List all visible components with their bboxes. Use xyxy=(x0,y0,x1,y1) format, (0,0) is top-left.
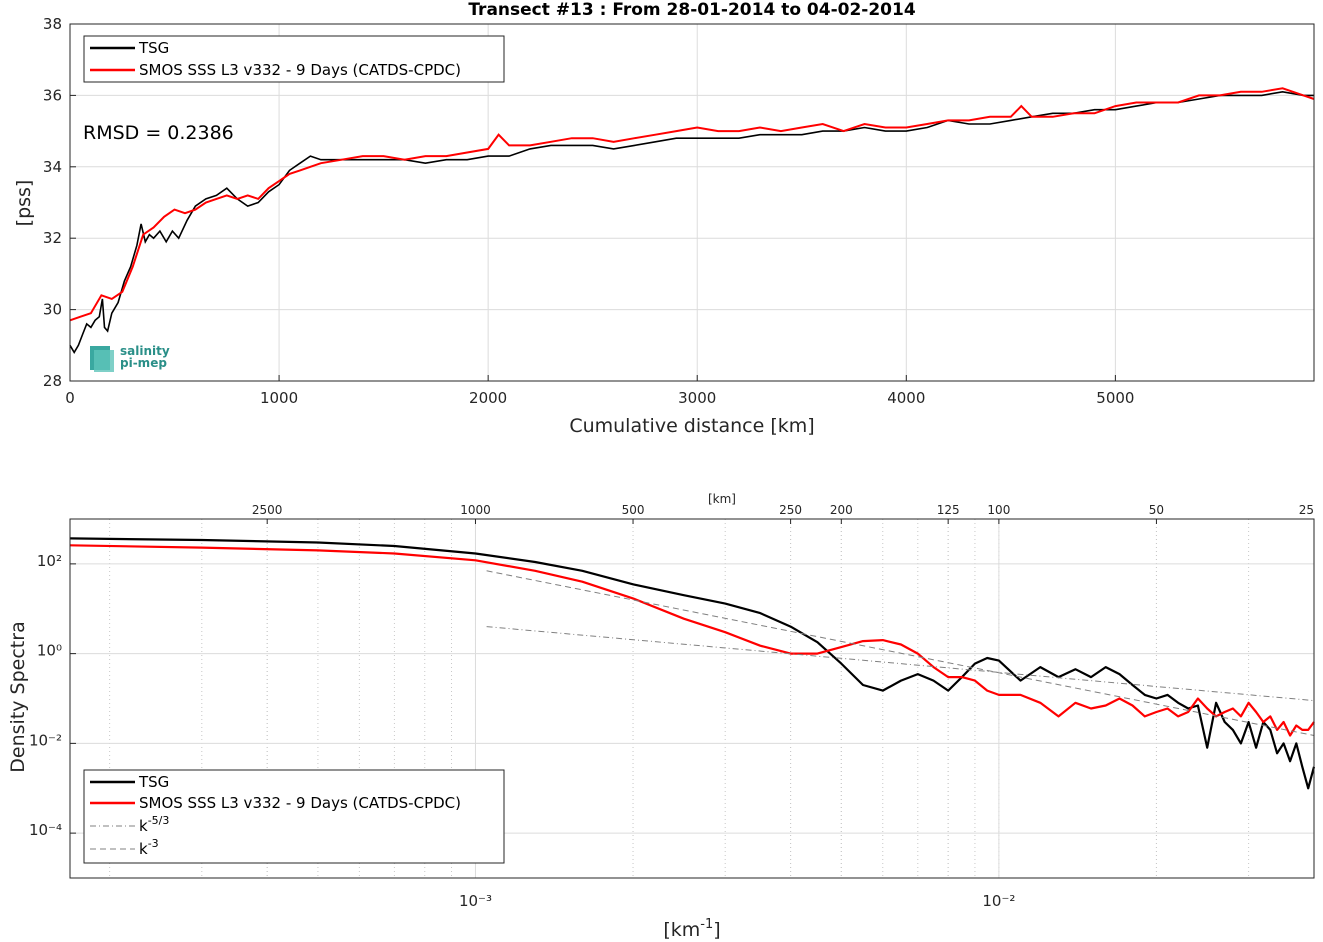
spectra-legend-smos: SMOS SSS L3 v332 - 9 Days (CATDS-CPDC) xyxy=(139,794,461,812)
logo-text-pi-mep: pi-mep xyxy=(120,356,167,370)
spectra-chart: 10⁻³ 10⁻² 10⁻⁴ 10⁻² 10⁰ 10² 2500 1000 500 250 200 1… xyxy=(7,492,1316,941)
salinity-chart-title: Transect #13 : From 28-01-2014 to 04-02-… xyxy=(468,0,916,20)
spectra-y-axis-label: Density Spectra xyxy=(7,621,29,772)
salinity-tick-labels: 0 1000 2000 3000 4000 5000 28 30 32 34 36 38 xyxy=(43,15,1135,407)
spectra-x-tick-label: 10⁻³ xyxy=(459,892,492,910)
salinity-series-smos-line xyxy=(69,87,1315,322)
logo-text-salinity: salinity xyxy=(120,344,170,358)
spectra-top-tick-label: 25 xyxy=(1299,503,1314,517)
spectra-tick-labels: 10⁻³ 10⁻² 10⁻⁴ 10⁻² 10⁰ 10² 2500 1000 500 250 200 1… xyxy=(29,503,1315,910)
salinity-y-tick-label: 36 xyxy=(43,86,62,104)
salinity-y-tick-label: 30 xyxy=(43,301,62,319)
spectra-top-tick-label: 500 xyxy=(622,503,645,517)
salinity-chart: Transect #13 : From 28-01-2014 to 04-02-… xyxy=(13,0,1315,437)
salinity-y-tick-label: 32 xyxy=(43,229,62,247)
spectra-top-tick-label: 125 xyxy=(937,503,960,517)
salinity-series xyxy=(69,87,1315,354)
spectra-top-axis-label: [km] xyxy=(708,492,736,506)
salinity-x-tick-label: 4000 xyxy=(887,389,925,407)
spectra-series xyxy=(69,537,1316,790)
spectra-series-k53-line xyxy=(486,626,1315,702)
spectra-y-tick-label: 10⁻⁴ xyxy=(29,821,62,839)
spectra-top-tick-label: 200 xyxy=(830,503,853,517)
salinity-x-tick-label: 3000 xyxy=(678,389,716,407)
salinity-plot-frame xyxy=(69,23,1315,382)
rmsd-annotation: RMSD = 0.2386 xyxy=(83,122,234,144)
spectra-plot-frame xyxy=(69,518,1315,879)
spectra-y-tick-label: 10⁰ xyxy=(37,642,62,660)
spectra-x-tick-label: 10⁻² xyxy=(982,892,1015,910)
salinity-legend-tsg: TSG xyxy=(138,39,169,57)
spectra-legend-tsg: TSG xyxy=(138,773,169,791)
salinity-x-tick-label: 0 xyxy=(65,389,75,407)
salinity-x-tick-label: 2000 xyxy=(469,389,507,407)
spectra-y-tick-label: 10² xyxy=(37,552,62,570)
spectra-top-tick-label: 1000 xyxy=(460,503,491,517)
spectra-top-tick-label: 100 xyxy=(987,503,1010,517)
salinity-pi-mep-logo: salinity pi-mep xyxy=(90,344,170,372)
spectra-top-tick-label: 2500 xyxy=(252,503,283,517)
spectra-x-axis-label: [km-1] xyxy=(663,917,720,941)
spectra-y-tick-label: 10⁻² xyxy=(29,731,62,749)
salinity-x-tick-label: 5000 xyxy=(1096,389,1134,407)
spectra-series-tsg-line xyxy=(69,537,1316,790)
salinity-y-tick-label: 34 xyxy=(43,158,62,176)
salinity-series-tsg-line xyxy=(69,90,1314,354)
salinity-y-tick-label: 38 xyxy=(43,15,62,33)
spectra-legend: TSG SMOS SSS L3 v332 - 9 Days (CATDS-CPD… xyxy=(83,769,505,864)
spectra-series-k3-line xyxy=(486,570,1315,736)
salinity-legend-smos: SMOS SSS L3 v332 - 9 Days (CATDS-CPDC) xyxy=(139,61,461,79)
salinity-x-axis-label: Cumulative distance [km] xyxy=(569,415,814,437)
salinity-y-tick-label: 28 xyxy=(43,372,62,390)
salinity-y-axis-label: [pss] xyxy=(13,180,35,227)
spectra-gridlines xyxy=(70,519,1315,878)
salinity-x-tick-label: 1000 xyxy=(260,389,298,407)
spectra-series-smos-line xyxy=(69,544,1315,737)
spectra-top-tick-label: 250 xyxy=(779,503,802,517)
salinity-legend: TSG SMOS SSS L3 v332 - 9 Days (CATDS-CPD… xyxy=(83,35,505,83)
spectra-top-tick-label: 50 xyxy=(1149,503,1164,517)
